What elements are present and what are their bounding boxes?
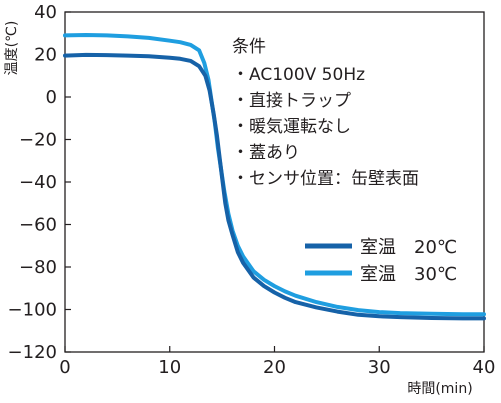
annotation-line: ・AC100V 50Hz <box>232 65 365 85</box>
legend: 室温 20℃ 室温 30℃ <box>305 237 457 285</box>
x-tick-label: 30 <box>368 357 391 378</box>
y-tick-label: −100 <box>8 300 57 321</box>
x-axis-label: 時間(min) <box>407 381 472 397</box>
y-axis-label: 温度(℃) <box>4 21 20 76</box>
y-tick-label: −120 <box>8 342 57 363</box>
annotation-line: ・蓋あり <box>232 143 300 163</box>
legend-label: 室温 30℃ <box>360 264 457 285</box>
series-line-0 <box>63 52 486 321</box>
y-tick-label: 0 <box>46 87 57 108</box>
x-tick-label: 20 <box>263 357 286 378</box>
series-lines <box>63 33 486 321</box>
y-tick-label: 20 <box>34 45 57 66</box>
annotation-title: 条件 <box>232 37 266 57</box>
y-axis: 40 20 0 −20 −40 −60 −80 −100 −120 <box>8 2 71 363</box>
y-tick-label: −20 <box>19 130 57 151</box>
y-tick-label: −60 <box>19 215 57 236</box>
legend-label: 室温 20℃ <box>360 237 457 258</box>
annotation-line: ・暖気運転なし <box>232 117 351 137</box>
x-tick-label: 10 <box>158 357 181 378</box>
conditions-annotation: 条件・AC100V 50Hz ・直接トラップ・暖気運転なし・蓋あり・センサ位置：缶… <box>232 37 419 189</box>
y-tick-label: −80 <box>19 257 57 278</box>
x-tick-label: 0 <box>59 357 70 378</box>
annotation-line: ・センサ位置：缶壁表面 <box>232 169 419 189</box>
x-axis: 0 10 20 30 40 <box>59 346 495 378</box>
y-tick-label: 40 <box>34 2 57 23</box>
annotation-line: ・直接トラップ <box>232 91 351 111</box>
x-tick-label: 40 <box>473 357 496 378</box>
y-tick-label: −40 <box>19 172 57 193</box>
